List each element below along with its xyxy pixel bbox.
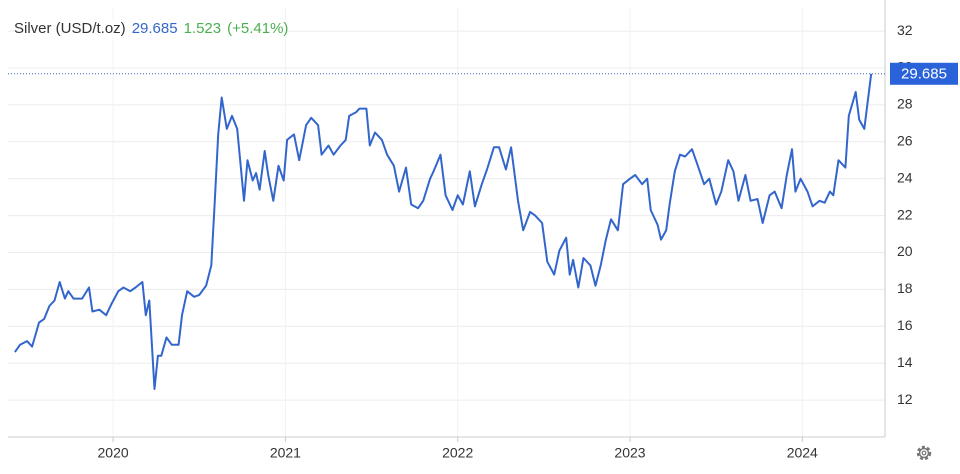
x-tick-label: 2023 — [614, 445, 645, 461]
y-tick-label: 18 — [897, 280, 913, 296]
last-value: 29.685 — [131, 20, 178, 37]
y-tick-label: 16 — [897, 317, 913, 333]
last-value-tag — [890, 62, 958, 85]
header: Silver (USD/t.oz) 29.685 1.523 (+5.41%) — [14, 20, 289, 37]
y-tick-label: 26 — [897, 132, 913, 148]
title: Silver (USD/t.oz) — [14, 20, 126, 37]
last-value-tag-label: 29.685 — [901, 66, 947, 83]
y-tick-label: 14 — [897, 354, 913, 370]
y-tick-label: 22 — [897, 206, 913, 222]
y-tick-label: 24 — [897, 169, 913, 185]
change-percent: (+5.41%) — [227, 20, 289, 37]
x-tick-label: 2020 — [98, 445, 129, 461]
gear-ring — [918, 447, 930, 459]
gear-teeth — [916, 445, 932, 461]
x-tick-label: 2022 — [442, 445, 473, 461]
y-tick-label: 12 — [897, 391, 913, 407]
y-tick-label: 20 — [897, 243, 913, 259]
gear-hub — [921, 450, 927, 456]
y-tick-label: 28 — [897, 96, 913, 112]
settings-icon[interactable] — [916, 445, 932, 461]
change: 1.523 — [183, 20, 222, 37]
price-line — [14, 73, 873, 390]
x-tick-label: 2021 — [270, 445, 301, 461]
x-tick-label: 2024 — [787, 445, 818, 461]
y-tick-label: 32 — [897, 22, 913, 38]
